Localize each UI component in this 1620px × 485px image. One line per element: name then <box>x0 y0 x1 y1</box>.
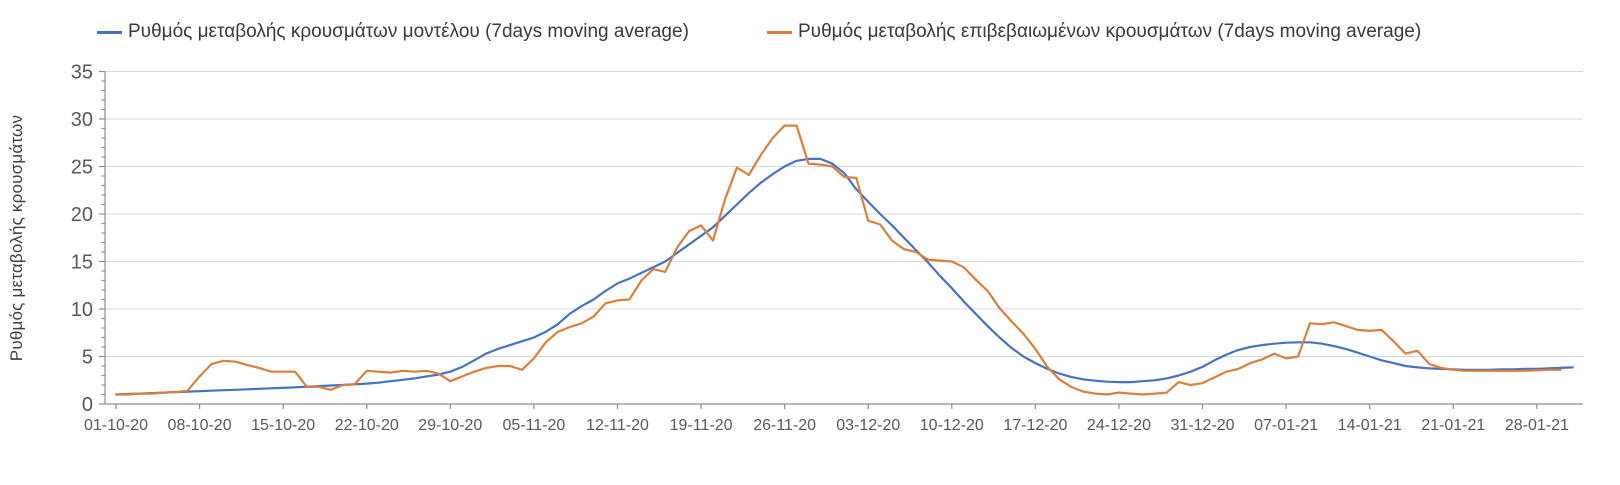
y-tick-label-10: 10 <box>71 299 93 321</box>
x-tick-label-08-10-20: 08-10-20 <box>168 417 232 434</box>
x-tick-label-26-11-20: 26-11-20 <box>753 417 816 434</box>
y-axis-title: Ρυθμός μεταβολής κρουσμάτων <box>7 114 26 362</box>
x-tick-label-29-10-20: 29-10-20 <box>418 417 482 434</box>
y-tick-label-20: 20 <box>71 204 93 226</box>
x-tick-label-01-10-20: 01-10-20 <box>84 417 148 434</box>
x-tick-label-17-12-20: 17-12-20 <box>1003 417 1067 434</box>
x-tick-label-21-01-21: 21-01-21 <box>1421 417 1485 434</box>
y-tick-label-15: 15 <box>71 252 93 274</box>
y-tick-label-35: 35 <box>71 62 93 84</box>
legend-line-swatch-confirmed <box>767 30 792 34</box>
y-tick-label-0: 0 <box>82 394 93 416</box>
x-tick-label-28-01-21: 28-01-21 <box>1505 417 1569 434</box>
legend-item-model: Ρυθμός μεταβολής κρουσμάτων μοντέλου (7d… <box>97 20 689 44</box>
x-tick-label-03-12-20: 03-12-20 <box>836 417 900 434</box>
x-tick-label-12-11-20: 12-11-20 <box>586 417 649 434</box>
legend-label-confirmed: Ρυθμός μεταβολής επιβεβαιωμένων κρουσμάτ… <box>798 21 1422 42</box>
legend-line-swatch-model <box>97 30 122 34</box>
x-tick-label-10-12-20: 10-12-20 <box>920 417 984 434</box>
x-tick-label-14-01-21: 14-01-21 <box>1338 417 1402 434</box>
x-tick-label-19-11-20: 19-11-20 <box>670 417 733 434</box>
x-tick-label-15-10-20: 15-10-20 <box>251 417 315 434</box>
y-tick-label-5: 5 <box>82 347 93 369</box>
model-series-line <box>114 157 1574 396</box>
confirmed-series-line <box>114 124 1562 396</box>
x-tick-label-31-12-20: 31-12-20 <box>1171 417 1235 434</box>
legend-label-model: Ρυθμός μεταβολής κρουσμάτων μοντέλου (7d… <box>128 21 689 42</box>
x-tick-label-05-11-20: 05-11-20 <box>502 417 565 434</box>
legend-item-confirmed: Ρυθμός μεταβολής επιβεβαιωμένων κρουσμάτ… <box>767 20 1421 44</box>
y-tick-label-25: 25 <box>71 157 93 179</box>
x-tick-label-22-10-20: 22-10-20 <box>335 417 399 434</box>
x-tick-label-24-12-20: 24-12-20 <box>1087 417 1151 434</box>
x-tick-label-07-01-21: 07-01-21 <box>1254 417 1318 434</box>
y-tick-label-30: 30 <box>71 109 93 131</box>
